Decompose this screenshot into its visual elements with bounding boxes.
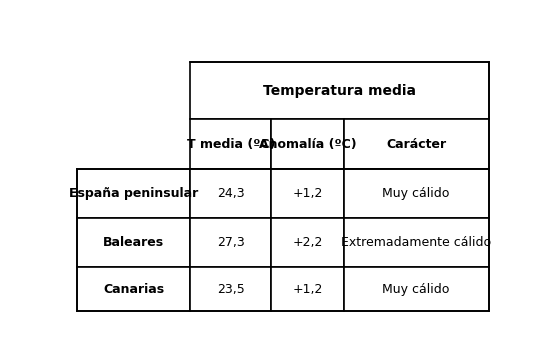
Text: +1,2: +1,2: [292, 187, 323, 200]
Text: +1,2: +1,2: [292, 283, 323, 296]
Text: 27,3: 27,3: [217, 236, 245, 249]
Text: +2,2: +2,2: [292, 236, 323, 249]
Text: Anomalía (ºC): Anomalía (ºC): [258, 138, 356, 151]
Bar: [190, 120, 271, 169]
Text: Temperatura media: Temperatura media: [263, 84, 416, 98]
Bar: [344, 169, 488, 218]
Bar: [190, 218, 271, 267]
Bar: [271, 218, 344, 267]
Bar: [190, 62, 488, 120]
Bar: [344, 267, 488, 312]
Text: España peninsular: España peninsular: [69, 187, 199, 200]
Bar: [271, 120, 344, 169]
Bar: [271, 267, 344, 312]
Bar: [344, 218, 488, 267]
Bar: [271, 169, 344, 218]
Text: Muy cálido: Muy cálido: [382, 283, 450, 296]
Bar: [77, 169, 190, 218]
Text: T media (ºC): T media (ºC): [186, 138, 275, 151]
Text: Muy cálido: Muy cálido: [382, 187, 450, 200]
Bar: [190, 169, 271, 218]
Text: 24,3: 24,3: [217, 187, 245, 200]
Text: Carácter: Carácter: [386, 138, 446, 151]
Bar: [190, 267, 271, 312]
Text: Canarias: Canarias: [103, 283, 164, 296]
Bar: [77, 218, 190, 267]
Text: Baleares: Baleares: [103, 236, 164, 249]
Text: 23,5: 23,5: [217, 283, 245, 296]
Bar: [77, 267, 190, 312]
Text: Extremadamente cálido: Extremadamente cálido: [341, 236, 491, 249]
Bar: [344, 120, 488, 169]
